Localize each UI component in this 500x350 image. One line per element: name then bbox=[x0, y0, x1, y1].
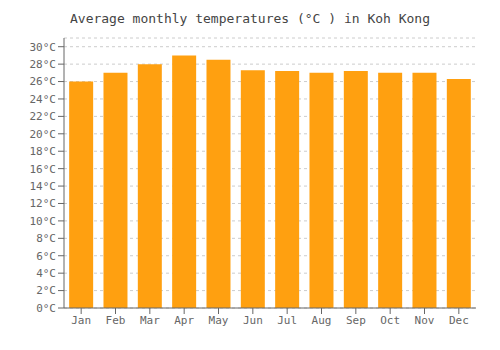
svg-text:28°C: 28°C bbox=[30, 58, 57, 71]
svg-text:Jul: Jul bbox=[277, 314, 297, 327]
svg-text:Oct: Oct bbox=[380, 314, 400, 327]
svg-text:Mar: Mar bbox=[140, 314, 160, 327]
svg-text:Nov: Nov bbox=[415, 314, 435, 327]
svg-text:12°C: 12°C bbox=[30, 197, 57, 210]
svg-text:Feb: Feb bbox=[106, 314, 126, 327]
svg-text:18°C: 18°C bbox=[30, 145, 57, 158]
svg-text:26°C: 26°C bbox=[30, 75, 57, 88]
svg-text:2°C: 2°C bbox=[36, 284, 56, 297]
svg-text:30°C: 30°C bbox=[30, 41, 57, 54]
svg-text:Jan: Jan bbox=[71, 314, 91, 327]
svg-text:8°C: 8°C bbox=[36, 232, 56, 245]
svg-text:Dec: Dec bbox=[449, 314, 469, 327]
svg-text:Aug: Aug bbox=[312, 314, 332, 327]
svg-text:14°C: 14°C bbox=[30, 180, 57, 193]
svg-text:6°C: 6°C bbox=[36, 250, 56, 263]
svg-text:May: May bbox=[209, 314, 229, 327]
svg-text:Apr: Apr bbox=[174, 314, 194, 327]
svg-text:Jun: Jun bbox=[243, 314, 263, 327]
svg-text:20°C: 20°C bbox=[30, 128, 57, 141]
svg-text:4°C: 4°C bbox=[36, 267, 56, 280]
svg-text:22°C: 22°C bbox=[30, 110, 57, 123]
svg-text:Sep: Sep bbox=[346, 314, 366, 327]
svg-text:0°C: 0°C bbox=[36, 302, 56, 315]
svg-text:16°C: 16°C bbox=[30, 163, 57, 176]
html-text:Average monthly temperatures (: Average monthly temperatures (°C ) in Ko… bbox=[70, 11, 430, 26]
svg-text:10°C: 10°C bbox=[30, 215, 57, 228]
svg-text:24°C: 24°C bbox=[30, 93, 57, 106]
